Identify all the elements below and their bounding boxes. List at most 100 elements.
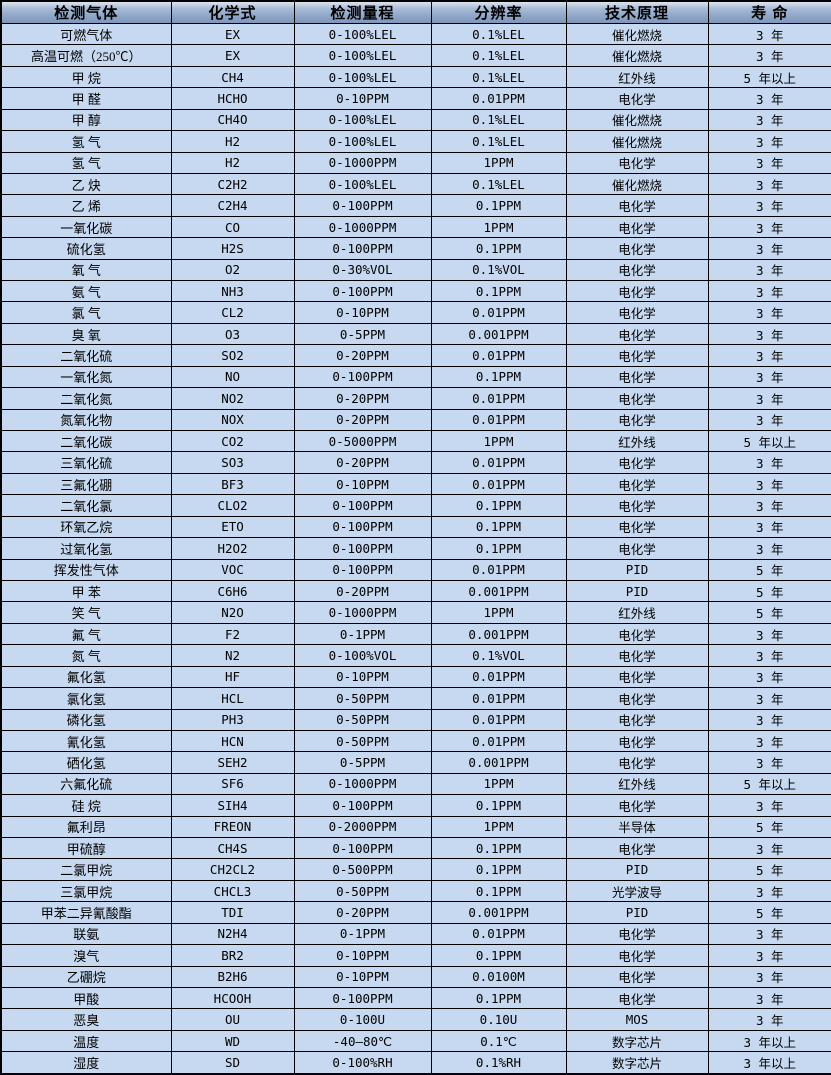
cell-gas: 三氟化硼 [0, 472, 172, 496]
cell-resolution: 1PPM [430, 601, 567, 624]
cell-gas: 环氧乙烷 [0, 515, 172, 539]
cell-principle: 电化学 [565, 751, 709, 774]
cell-formula: N2O [170, 601, 295, 624]
cell-gas: 二氧化氯 [0, 494, 172, 517]
cell-range: 0-100U [293, 1008, 432, 1031]
cell-resolution: 0.01PPM [430, 687, 567, 710]
cell-lifespan: 5 年 [707, 601, 831, 624]
cell-gas: 一氧化碳 [0, 215, 172, 239]
table-row: 甲硫醇 CH4S 0-100PPM 0.1PPM 电化学 3 年 [0, 837, 831, 860]
cell-formula: SD [170, 1051, 295, 1075]
cell-resolution: 0.0100M [430, 965, 567, 988]
table-row: 三氯甲烷 CHCL3 0-50PPM 0.1PPM 光学波导 3 年 [0, 879, 831, 903]
cell-lifespan: 3 年 [707, 237, 831, 260]
cell-formula: OU [170, 1008, 295, 1031]
cell-formula: NH3 [170, 280, 295, 303]
cell-principle: 电化学 [565, 965, 709, 988]
table-row: 可燃气体 EX 0-100%LEL 0.1%LEL 催化燃烧 3 年 [0, 22, 831, 46]
cell-range: 0-10PPM [293, 665, 432, 689]
cell-range: 0-5PPM [293, 322, 432, 346]
cell-resolution: 0.1PPM [430, 237, 567, 260]
cell-lifespan: 3 年 [707, 751, 831, 774]
cell-principle: 电化学 [565, 729, 709, 753]
cell-principle: 电化学 [565, 237, 709, 260]
cell-principle: 电化学 [565, 472, 709, 496]
cell-gas: 甲 醛 [0, 87, 172, 110]
cell-resolution: 0.1PPM [430, 879, 567, 903]
cell-lifespan: 3 年 [707, 537, 831, 560]
table-row: 硅 烷 SIH4 0-100PPM 0.1PPM 电化学 3 年 [0, 794, 831, 817]
cell-resolution: 1PPM [430, 772, 567, 796]
cell-range: 0-100%LEL [293, 130, 432, 153]
cell-formula: HCOOH [170, 986, 295, 1010]
cell-principle: 电化学 [565, 215, 709, 239]
cell-resolution: 0.01PPM [430, 922, 567, 946]
cell-resolution: 0.01PPM [430, 301, 567, 324]
table-row: 一氧化碳 CO 0-1000PPM 1PPM 电化学 3 年 [0, 215, 831, 239]
cell-principle: 电化学 [565, 258, 709, 282]
cell-lifespan: 3 年 [707, 215, 831, 239]
cell-principle: 电化学 [565, 301, 709, 324]
table-row: 氢 气 H2 0-100%LEL 0.1%LEL 催化燃烧 3 年 [0, 130, 831, 153]
cell-formula: TDI [170, 901, 295, 924]
table-row: 高温可燃（250℃） EX 0-100%LEL 0.1%LEL 催化燃烧 3 年 [0, 44, 831, 67]
cell-range: 0-100PPM [293, 494, 432, 517]
cell-range: 0-100PPM [293, 365, 432, 389]
cell-gas: 氯化氢 [0, 687, 172, 710]
cell-resolution: 0.1PPM [430, 858, 567, 881]
cell-lifespan: 3 年 [707, 794, 831, 817]
cell-range: 0-100PPM [293, 237, 432, 260]
cell-formula: HCL [170, 687, 295, 710]
cell-formula: C6H6 [170, 579, 295, 603]
cell-gas: 甲 烷 [0, 65, 172, 89]
table-row: 挥发性气体 VOC 0-100PPM 0.01PPM PID 5 年 [0, 558, 831, 581]
cell-range: 0-10PPM [293, 301, 432, 324]
cell-range: 0-20PPM [293, 901, 432, 924]
cell-range: 0-10PPM [293, 472, 432, 496]
cell-resolution: 0.1%LEL [430, 130, 567, 153]
cell-gas: 硫化氢 [0, 237, 172, 260]
cell-range: 0-500PPM [293, 858, 432, 881]
cell-range: 0-1000PPM [293, 772, 432, 796]
cell-resolution: 0.1PPM [430, 986, 567, 1010]
cell-range: 0-20PPM [293, 408, 432, 432]
table-row: 氰化氢 HCN 0-50PPM 0.01PPM 电化学 3 年 [0, 729, 831, 753]
cell-gas: 溴气 [0, 944, 172, 967]
cell-lifespan: 3 年 [707, 44, 831, 67]
cell-gas: 氟 气 [0, 622, 172, 646]
cell-resolution: 0.01PPM [430, 408, 567, 432]
cell-resolution: 0.1%LEL [430, 44, 567, 67]
cell-gas: 氰化氢 [0, 729, 172, 753]
cell-resolution: 0.1PPM [430, 280, 567, 303]
table-row: 二氧化氯 CLO2 0-100PPM 0.1PPM 电化学 3 年 [0, 494, 831, 517]
cell-lifespan: 3 年 [707, 494, 831, 517]
cell-principle: 数字芯片 [565, 1051, 709, 1075]
cell-lifespan: 3 年 [707, 622, 831, 646]
cell-gas: 可燃气体 [0, 22, 172, 46]
cell-resolution: 0.1%LEL [430, 108, 567, 132]
cell-range: 0-1PPM [293, 622, 432, 646]
cell-formula: VOC [170, 558, 295, 581]
cell-gas: 温度 [0, 1029, 172, 1053]
cell-range: 0-50PPM [293, 687, 432, 710]
table-row: 磷化氢 PH3 0-50PPM 0.01PPM 电化学 3 年 [0, 708, 831, 731]
cell-gas: 乙硼烷 [0, 965, 172, 988]
cell-formula: FREON [170, 815, 295, 839]
cell-principle: 电化学 [565, 944, 709, 967]
cell-lifespan: 3 年 [707, 194, 831, 217]
cell-resolution: 0.1%VOL [430, 258, 567, 282]
cell-principle: 催化燃烧 [565, 172, 709, 196]
cell-range: 0-100%LEL [293, 44, 432, 67]
cell-gas: 甲酸 [0, 986, 172, 1010]
cell-formula: WD [170, 1029, 295, 1053]
column-header-lifespan: 寿 命 [707, 0, 831, 24]
cell-range: 0-10PPM [293, 944, 432, 967]
cell-principle: 电化学 [565, 280, 709, 303]
cell-principle: 电化学 [565, 322, 709, 346]
cell-resolution: 0.1℃ [430, 1029, 567, 1053]
cell-lifespan: 3 年 [707, 301, 831, 324]
cell-range: -40—80℃ [293, 1029, 432, 1053]
cell-lifespan: 3 年 [707, 365, 831, 389]
cell-formula: ETO [170, 515, 295, 539]
cell-gas: 二氯甲烷 [0, 858, 172, 881]
